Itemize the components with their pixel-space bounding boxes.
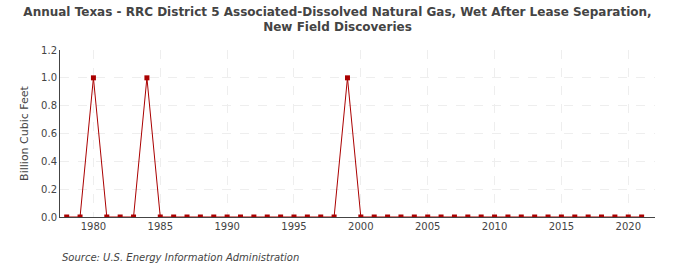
svg-text:1985: 1985: [148, 221, 173, 232]
svg-text:1980: 1980: [81, 221, 106, 232]
svg-text:0.2: 0.2: [41, 184, 57, 195]
svg-text:2010: 2010: [482, 221, 507, 232]
svg-text:0.8: 0.8: [41, 100, 57, 111]
svg-text:Billion Cubic Feet: Billion Cubic Feet: [18, 85, 31, 180]
svg-text:Source: U.S. Energy Informatio: Source: U.S. Energy Information Administ…: [62, 252, 299, 263]
svg-text:2000: 2000: [348, 221, 373, 232]
svg-text:0.0: 0.0: [41, 212, 57, 223]
svg-text:1.2: 1.2: [41, 45, 57, 56]
svg-text:0.4: 0.4: [41, 156, 57, 167]
svg-text:1990: 1990: [214, 221, 239, 232]
svg-text:0.6: 0.6: [41, 128, 57, 139]
svg-text:Annual Texas - RRC District 5: Annual Texas - RRC District 5 Associated…: [23, 5, 651, 35]
svg-text:2005: 2005: [415, 221, 440, 232]
svg-text:2020: 2020: [616, 221, 641, 232]
svg-text:1.0: 1.0: [41, 72, 57, 83]
svg-text:2015: 2015: [549, 221, 574, 232]
svg-text:1995: 1995: [281, 221, 306, 232]
